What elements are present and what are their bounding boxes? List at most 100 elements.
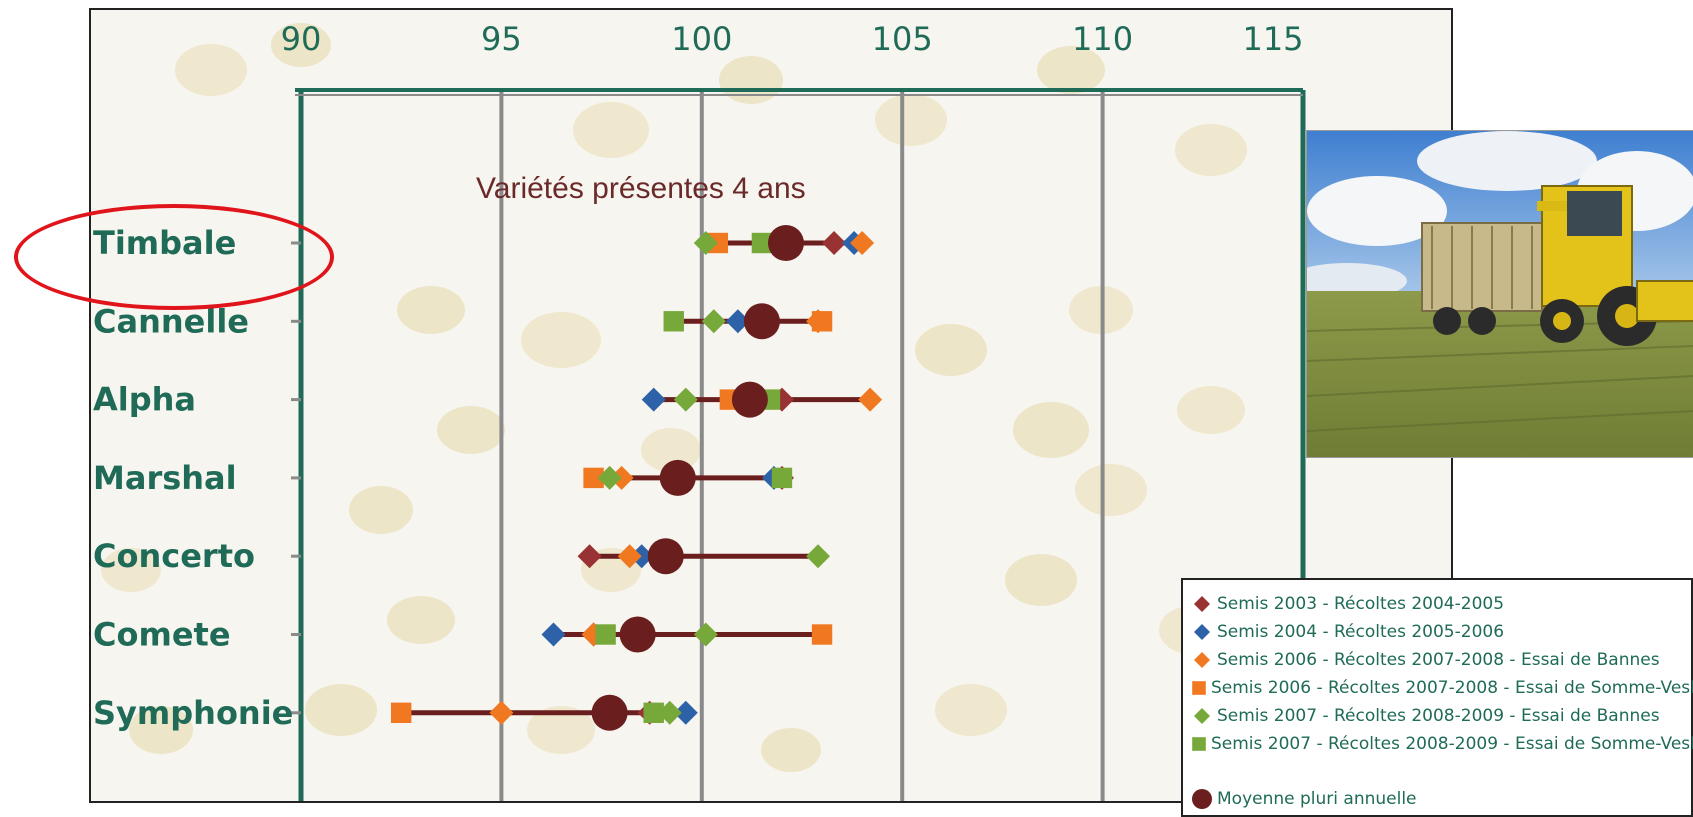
- seed-blob: [1037, 46, 1105, 94]
- seed-blob: [761, 728, 821, 772]
- seed-blob: [573, 102, 649, 158]
- diamond-legend-icon: [1187, 646, 1217, 674]
- data-point-diamond: [850, 231, 875, 255]
- seed-blob: [271, 23, 331, 67]
- data-point-diamond: [693, 231, 718, 255]
- data-point-mean: [743, 303, 780, 340]
- square-legend-icon: [1187, 674, 1211, 702]
- circle-legend-icon: [1187, 785, 1217, 813]
- data-point-diamond: [489, 700, 514, 725]
- legend-label: Moyenne pluri annuelle: [1217, 789, 1417, 809]
- data-point-diamond: [1194, 596, 1210, 612]
- data-point-diamond: [1194, 624, 1210, 640]
- legend-item: Moyenne pluri annuelle: [1183, 785, 1691, 813]
- data-point-square: [751, 232, 773, 254]
- data-point-diamond: [577, 544, 602, 569]
- seed-blob: [1075, 464, 1147, 516]
- diamond-legend-icon: [1187, 702, 1217, 730]
- seed-blob: [397, 286, 465, 334]
- data-point-square: [771, 467, 793, 489]
- data-point-mean: [659, 459, 696, 496]
- legend-item: Semis 2007 - Récoltes 2008-2009 - Essai …: [1183, 730, 1693, 758]
- seed-blob: [527, 706, 595, 754]
- marker-layer: [391, 225, 883, 731]
- seed-blob: [349, 486, 413, 534]
- data-point-diamond: [725, 309, 750, 334]
- data-point-mean: [647, 538, 684, 575]
- data-point-square: [811, 311, 833, 332]
- x-tick-label: 105: [872, 20, 933, 58]
- seed-blob: [129, 706, 193, 754]
- x-tick-label: 95: [481, 20, 522, 58]
- x-tick-label: 100: [671, 20, 732, 58]
- data-point-mean: [619, 616, 656, 653]
- legend-label: Semis 2006 - Récoltes 2007-2008 - Essai …: [1217, 650, 1660, 670]
- x-tick-label: 110: [1072, 20, 1133, 58]
- category-label: Symphonie: [93, 694, 293, 732]
- legend-label: Semis 2007 - Récoltes 2008-2009 - Essai …: [1217, 706, 1660, 726]
- highlight-ellipse-timbale: [14, 204, 334, 310]
- x-tick-label: 90: [281, 20, 322, 58]
- data-point-square: [707, 232, 729, 254]
- seed-blob: [305, 684, 377, 736]
- data-point-square: [643, 702, 664, 723]
- chart-plot: 90 95 100 105 110 115TimbaleCannelleAlphaMars…: [93, 20, 1306, 801]
- legend-item: Semis 2006 - Récoltes 2007-2008 - Essai …: [1183, 674, 1693, 702]
- seed-blob: [1005, 554, 1077, 606]
- data-point-square: [811, 624, 833, 645]
- x-tick-label: 115: [1242, 20, 1303, 58]
- category-label: Concerto: [93, 537, 255, 575]
- chart-frame: 90 95 100 105 110 115 Timbale Cannelle Alpha Mars…: [89, 8, 1453, 803]
- seed-blob: [521, 312, 601, 368]
- legend-item: Semis 2004 - Récoltes 2005-2006: [1183, 618, 1691, 646]
- data-point-diamond: [1194, 708, 1210, 724]
- legend-label: Semis 2003 - Récoltes 2004-2005: [1217, 594, 1505, 614]
- data-point-mean: [1192, 789, 1212, 809]
- category-label: Alpha: [93, 381, 196, 419]
- seed-blob: [1177, 386, 1245, 434]
- category-label: Comete: [93, 616, 231, 654]
- data-point-diamond: [629, 544, 654, 569]
- data-point-diamond: [693, 622, 718, 647]
- data-point-mean: [767, 225, 804, 261]
- data-point-diamond: [673, 387, 698, 412]
- seed-blob: [1013, 402, 1089, 458]
- data-point-mean: [591, 694, 628, 731]
- data-point-square: [583, 467, 604, 489]
- label-layer: 90 95 100 105 110 115TimbaleCannelleAlphaMars…: [93, 20, 1304, 732]
- data-point-diamond: [806, 544, 831, 569]
- legend-label: Semis 2007 - Récoltes 2008-2009 - Essai …: [1211, 734, 1693, 754]
- data-point-square: [1192, 737, 1206, 751]
- square-legend-icon: [1187, 730, 1211, 758]
- data-point-diamond: [673, 700, 698, 725]
- data-point-square: [663, 311, 684, 332]
- data-point-diamond: [597, 465, 622, 490]
- diamond-legend-icon: [1187, 590, 1217, 618]
- chart-legend: Semis 2003 - Récoltes 2004-2005 Semis 200…: [1181, 578, 1693, 817]
- data-point-diamond: [609, 465, 634, 490]
- diamond-legend-icon: [1187, 618, 1217, 646]
- forage-harvester-photo: [1306, 130, 1693, 458]
- seed-blob: [387, 596, 455, 644]
- legend-item: Semis 2007 - Récoltes 2008-2009 - Essai …: [1183, 702, 1691, 730]
- data-point-square: [1192, 681, 1206, 695]
- seed-blob: [437, 406, 505, 454]
- legend-gap: [1183, 758, 1691, 785]
- legend-label: Semis 2004 - Récoltes 2005-2006: [1217, 622, 1505, 642]
- seed-blob: [875, 94, 947, 146]
- legend-item: Semis 2003 - Récoltes 2004-2005: [1183, 590, 1691, 618]
- seed-blob: [915, 324, 987, 376]
- seed-blob: [175, 44, 247, 96]
- data-point-diamond: [541, 622, 566, 647]
- seed-blob: [101, 548, 161, 592]
- legend-label: Semis 2006 - Récoltes 2007-2008 - Essai …: [1211, 678, 1693, 698]
- seed-blob: [1175, 124, 1247, 176]
- data-point-square: [391, 702, 412, 723]
- data-point-diamond: [822, 231, 847, 255]
- legend-item: Semis 2006 - Récoltes 2007-2008 - Essai …: [1183, 646, 1691, 674]
- data-point-mean: [731, 381, 768, 418]
- data-point-diamond: [858, 387, 883, 412]
- data-point-square: [595, 624, 616, 645]
- data-point-diamond: [617, 544, 642, 569]
- category-label: Marshal: [93, 459, 237, 497]
